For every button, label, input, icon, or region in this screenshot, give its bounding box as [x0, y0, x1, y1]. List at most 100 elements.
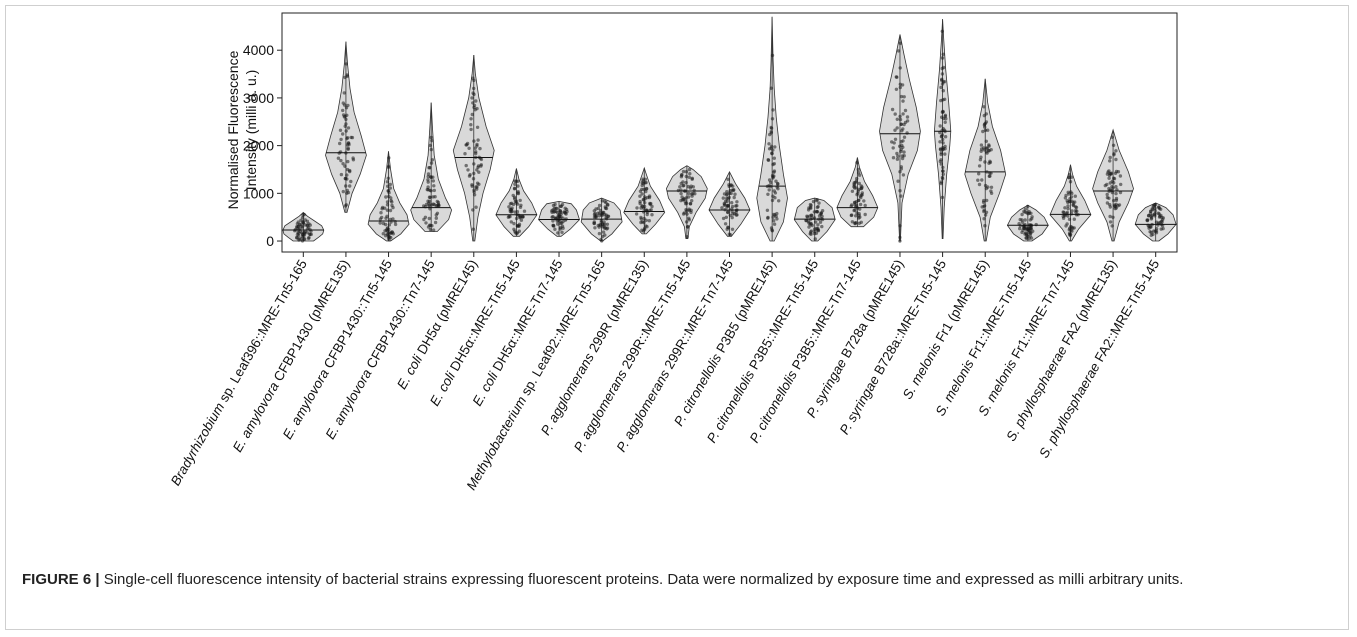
data-point: [807, 221, 811, 225]
data-point: [1118, 190, 1123, 195]
data-point: [640, 187, 644, 192]
data-point: [777, 199, 781, 203]
data-point: [815, 210, 820, 214]
data-point: [1146, 218, 1150, 222]
violin-chart: Normalised Fluorescence Intensity (milli…: [168, 12, 1178, 493]
data-point: [563, 211, 567, 215]
data-point: [1066, 204, 1070, 208]
data-point: [517, 222, 522, 226]
data-point: [1110, 224, 1114, 228]
data-point: [430, 138, 434, 143]
data-point: [471, 208, 475, 212]
data-point: [349, 179, 353, 184]
data-point: [987, 144, 991, 148]
data-point: [1114, 185, 1118, 189]
data-point: [730, 227, 735, 231]
data-point: [893, 112, 897, 116]
data-point: [512, 187, 517, 191]
data-point: [977, 182, 982, 187]
data-point: [939, 98, 943, 103]
data-point: [509, 208, 513, 212]
data-point: [344, 129, 348, 133]
data-point: [862, 199, 866, 203]
data-point: [1027, 229, 1032, 233]
data-point: [728, 213, 732, 217]
data-point: [726, 177, 730, 181]
data-point: [647, 219, 651, 223]
data-point: [555, 206, 559, 211]
data-point: [722, 203, 727, 207]
data-point: [687, 218, 691, 222]
data-point: [604, 201, 608, 205]
data-point: [1034, 222, 1038, 227]
data-point: [431, 195, 435, 199]
data-point: [853, 208, 857, 212]
data-point: [1020, 212, 1024, 217]
data-point: [901, 127, 905, 131]
data-point: [1027, 236, 1031, 241]
data-point: [642, 216, 646, 221]
data-point: [469, 127, 473, 132]
data-point: [479, 164, 483, 168]
data-point: [772, 219, 776, 223]
data-point: [896, 179, 900, 183]
data-point: [341, 132, 345, 136]
data-point: [943, 135, 948, 139]
y-axis-label-line-1: Normalised Fluorescence: [225, 50, 241, 209]
data-point: [854, 186, 858, 190]
data-point: [514, 216, 519, 221]
data-point: [814, 220, 818, 224]
data-point: [1061, 216, 1066, 220]
data-point: [343, 75, 347, 80]
data-point: [596, 211, 600, 215]
data-point: [767, 188, 771, 192]
violin-points-2: [336, 62, 356, 208]
data-point: [476, 138, 480, 142]
data-point: [309, 232, 313, 237]
data-point: [1107, 169, 1111, 173]
data-point: [900, 83, 905, 87]
data-point: [393, 219, 397, 224]
data-point: [601, 230, 606, 234]
data-point: [1063, 206, 1067, 210]
data-point: [776, 181, 780, 186]
data-point: [478, 146, 482, 151]
data-point: [898, 85, 902, 90]
data-point: [685, 235, 689, 239]
data-point: [1067, 176, 1071, 180]
data-point: [938, 159, 942, 164]
data-point: [941, 65, 946, 70]
data-point: [903, 108, 908, 113]
data-point: [432, 184, 436, 188]
data-point: [983, 125, 987, 129]
data-point: [987, 149, 991, 153]
data-point: [472, 171, 476, 176]
data-point: [731, 212, 735, 216]
data-point: [345, 191, 349, 195]
data-point: [771, 175, 775, 179]
data-point: [301, 220, 305, 224]
data-point: [854, 214, 858, 218]
data-point: [385, 208, 390, 212]
data-point: [427, 166, 431, 170]
data-point: [384, 195, 388, 199]
data-point: [893, 137, 898, 141]
data-point: [1023, 231, 1028, 235]
data-point: [941, 141, 945, 145]
data-point: [1103, 183, 1108, 188]
violin-points-5: [463, 76, 484, 231]
data-point: [1152, 204, 1156, 208]
data-point: [1157, 205, 1161, 210]
data-point: [687, 191, 691, 196]
data-point: [393, 222, 398, 227]
data-point: [472, 78, 476, 83]
data-point: [769, 146, 773, 150]
data-point: [351, 158, 356, 162]
data-point: [770, 198, 775, 203]
data-point: [604, 213, 608, 217]
data-point: [1070, 225, 1074, 229]
data-point: [344, 106, 349, 110]
data-point: [941, 89, 945, 93]
data-point: [645, 212, 649, 217]
data-point: [863, 203, 867, 208]
